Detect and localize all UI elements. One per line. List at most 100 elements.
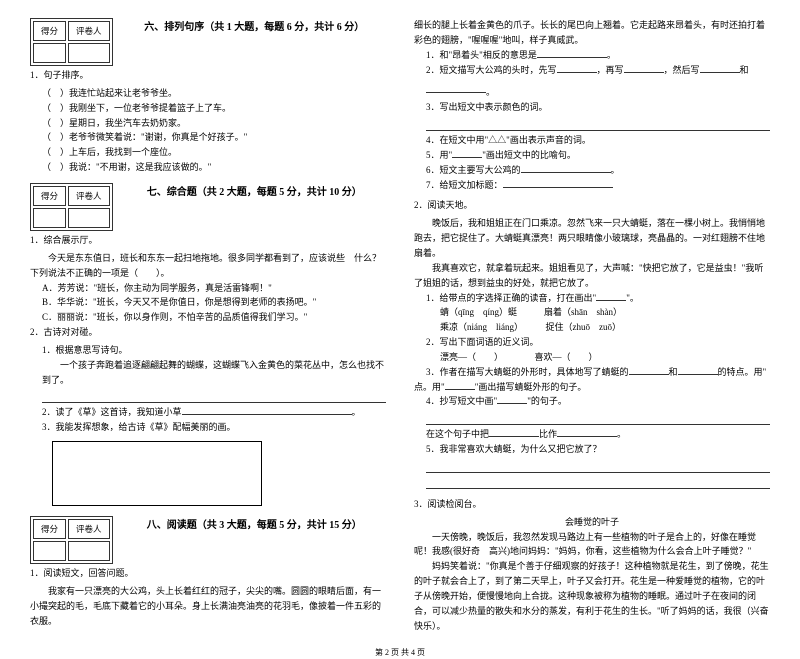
q8-2-s4c: 在这个句子中把比作。 bbox=[414, 427, 770, 442]
r2c: ，然后写 bbox=[664, 65, 700, 75]
score-box: 得分 评卷人 bbox=[30, 516, 113, 564]
blank-line bbox=[426, 117, 770, 131]
blank bbox=[678, 365, 718, 375]
q6-item: （ ）上车后，我找到一个座位。 bbox=[30, 145, 386, 160]
blank-line bbox=[42, 389, 386, 403]
q7-1a: A．芳芳说："班长，你主动为同学服务，真是活雷锋啊！" bbox=[30, 281, 386, 296]
s4a: 4．抄写短文中画" bbox=[426, 396, 497, 406]
section-6-title: 六、排列句序（共 1 大题，每题 6 分，共计 6 分） bbox=[123, 20, 386, 37]
blank bbox=[452, 148, 482, 158]
right-column: 细长的腿上长着金黄色的爪子。长长的尾巴向上翘着。它走起路来昂着头，有时还拍打着彩… bbox=[414, 18, 770, 634]
blank bbox=[489, 427, 539, 437]
score-label: 得分 bbox=[33, 519, 66, 539]
q8-1-p1-cont: 细长的腿上长着金黄色的爪子。长长的尾巴向上翘着。它走起路来昂着头，有时还拍打着彩… bbox=[414, 18, 770, 48]
blank bbox=[521, 163, 611, 173]
section-8-header: 得分 评卷人 八、阅读题（共 3 大题，每题 5 分，共计 15 分） bbox=[30, 516, 386, 566]
r1: 1．和"昂着头"相反的意思是。 bbox=[414, 48, 770, 63]
s4c: 在这个句子中把 bbox=[426, 429, 489, 439]
syn1: 漂亮—（ ） bbox=[440, 352, 499, 362]
s3b: 和 bbox=[669, 367, 678, 377]
q8-2-p2: 我真喜欢它，就拿着玩起来。姐姐看见了，大声喊："快把它放了，它是益虫！"我听了姐… bbox=[414, 261, 770, 291]
q8-3-title: 会睡觉的叶子 bbox=[414, 515, 770, 530]
r6: 6．短文主要写大公鸡的。 bbox=[414, 163, 770, 178]
s1b: "。 bbox=[626, 293, 639, 303]
r2b: ，再写 bbox=[597, 65, 624, 75]
py1: 蜻（qīng qíng）蜓 bbox=[440, 307, 517, 317]
q8-2: 2．阅读天地。 bbox=[414, 198, 770, 213]
blank bbox=[497, 394, 527, 404]
syn-row: 漂亮—（ ） 喜欢—（ ） bbox=[414, 350, 770, 365]
r5b: "画出短文中的比喻句。 bbox=[482, 150, 576, 160]
q8-2-s5: 5．我非常喜欢大蜻蜓，为什么又把它放了？ bbox=[414, 442, 770, 457]
q8-2-p1: 晚饭后，我和姐姐正在门口乘凉。忽然飞来一只大蜻蜓，落在一棵小树上。我悄悄地跑去，… bbox=[414, 216, 770, 261]
r4: 4．在短文中用"△△"画出表示声音的词。 bbox=[414, 133, 770, 148]
q7-2: 2．古诗对对碰。 bbox=[30, 325, 386, 340]
q7-2c: 3．我能发挥想象，给古诗《草》配幅美丽的画。 bbox=[30, 420, 386, 435]
blank bbox=[700, 63, 740, 73]
q7-2b: 2．读了《草》这首诗，我知道小草。 bbox=[30, 405, 386, 420]
score-label: 得分 bbox=[33, 21, 66, 41]
s3a: 3．作者在描写大蜻蜓的外形时，具体地写了蜻蜓的 bbox=[426, 367, 629, 377]
s3c: 的特点。用" bbox=[718, 367, 767, 377]
q6-item: （ ）我连忙站起来让老爷爷坐。 bbox=[30, 86, 386, 101]
pinyin-row: 乘凉（niáng liáng） 捉住（zhuō zuō） bbox=[414, 320, 770, 335]
score-box: 得分 评卷人 bbox=[30, 18, 113, 66]
q8-1: 1．阅读短文，回答问题。 bbox=[30, 566, 386, 581]
blank bbox=[557, 63, 597, 73]
r7-text: 7．给短文加标题： bbox=[426, 180, 503, 190]
q6-item: （ ）星期日，我坐汽车去奶奶家。 bbox=[30, 116, 386, 131]
r5: 5．用""画出短文中的比喻句。 bbox=[414, 148, 770, 163]
q8-2-s3: 3．作者在描写大蜻蜓的外形时，具体地写了蜻蜓的 和 的特点。用" bbox=[414, 365, 770, 380]
q7-1b: B．华华说："班长，今天又不是你值日，你是想得到老师的表扬吧。" bbox=[30, 295, 386, 310]
q8-1-p1: 我家有一只漂亮的大公鸡，头上长着红红的冠子，尖尖的嘴。圆圆的眼睛后面，有一小撮突… bbox=[30, 584, 386, 629]
q8-2-s4: 4．抄写短文中画""的句子。 bbox=[414, 394, 770, 409]
q8-3: 3．阅读检阅台。 bbox=[414, 497, 770, 512]
blank bbox=[537, 48, 607, 58]
q8-2-s3-line2: 点。用""画出描写蜻蜓外形的句子。 bbox=[414, 380, 770, 395]
py3: 乘凉（niáng liáng） bbox=[440, 322, 519, 332]
blank-line bbox=[426, 411, 770, 425]
r7: 7．给短文加标题： bbox=[414, 178, 770, 193]
blank-line bbox=[426, 459, 770, 473]
q8-3-p2: 妈妈笑着说："你真是个善于仔细观察的好孩子！这种植物就是花生，到了傍晚，花生的叶… bbox=[414, 559, 770, 633]
drawing-box bbox=[52, 441, 262, 506]
py2: 扇着（shān shàn） bbox=[544, 307, 622, 317]
blank bbox=[445, 380, 475, 390]
syn2: 喜欢—（ ） bbox=[535, 352, 598, 362]
blank-line bbox=[182, 405, 352, 415]
q6-item: （ ）我刚坐下，一位老爷爷提着篮子上了车。 bbox=[30, 101, 386, 116]
q7-1c: C．丽丽说："班长，你以身作则，不怕辛苦的品质值得我们学习。" bbox=[30, 310, 386, 325]
q7-1-text: 今天是东东值日，班长和东东一起扫地拖地。很多同学都看到了，应该说些 什么？下列说… bbox=[30, 251, 386, 281]
s4d: 比作 bbox=[539, 429, 557, 439]
score-box: 得分 评卷人 bbox=[30, 183, 113, 231]
left-column: 得分 评卷人 六、排列句序（共 1 大题，每题 6 分，共计 6 分） 1．句子… bbox=[30, 18, 386, 634]
r2-text: 2．短文描写大公鸡的头时，先写 bbox=[426, 65, 557, 75]
q8-2-s2: 2．写出下面词语的近义词。 bbox=[414, 335, 770, 350]
q7-2a-text: 一个孩子奔跑着追逐翩翩起舞的蝴蝶，这蝴蝶飞入金黄色的菜花丛中，怎么也找不到了。 bbox=[30, 358, 386, 388]
q8-2-s1: 1．给带点的字选择正确的读音，打在画出" "。 bbox=[414, 291, 770, 306]
section-7-header: 得分 评卷人 七、综合题（共 2 大题，每题 5 分，共计 10 分） bbox=[30, 183, 386, 233]
blank-line bbox=[426, 475, 770, 489]
grader-label: 评卷人 bbox=[68, 21, 110, 41]
s1a: 1．给带点的字选择正确的读音，打在画出" bbox=[426, 293, 596, 303]
r6-text: 6．短文主要写大公鸡的 bbox=[426, 165, 521, 175]
grader-label: 评卷人 bbox=[68, 186, 110, 206]
grader-label: 评卷人 bbox=[68, 519, 110, 539]
section-8-title: 八、阅读题（共 3 大题，每题 5 分，共计 15 分） bbox=[123, 518, 386, 535]
page-footer: 第 2 页 共 4 页 bbox=[30, 646, 770, 659]
blank bbox=[596, 291, 626, 301]
section-7-title: 七、综合题（共 2 大题，每题 5 分，共计 10 分） bbox=[123, 185, 386, 202]
q8-3-p1: 一天傍晚，晚饭后，我忽然发现马路边上有一些植物的叶子是合上的，好像在睡觉呢！我感… bbox=[414, 530, 770, 560]
blank bbox=[426, 79, 486, 93]
blank bbox=[624, 63, 664, 73]
pinyin-row: 蜻（qīng qíng）蜓 扇着（shān shàn） bbox=[414, 305, 770, 320]
score-label: 得分 bbox=[33, 186, 66, 206]
q7-1: 1．综合展示厅。 bbox=[30, 233, 386, 248]
section-6-header: 得分 评卷人 六、排列句序（共 1 大题，每题 6 分，共计 6 分） bbox=[30, 18, 386, 68]
blank bbox=[503, 178, 613, 188]
page-columns: 得分 评卷人 六、排列句序（共 1 大题，每题 6 分，共计 6 分） 1．句子… bbox=[30, 18, 770, 634]
r3: 3．写出短文中表示颜色的词。 bbox=[414, 100, 770, 115]
q6-item: （ ）老爷爷微笑着说："谢谢，你真是个好孩子。" bbox=[30, 130, 386, 145]
q6-1: 1．句子排序。 bbox=[30, 68, 386, 83]
q7-2a: 1．根据意思写诗句。 bbox=[30, 343, 386, 358]
